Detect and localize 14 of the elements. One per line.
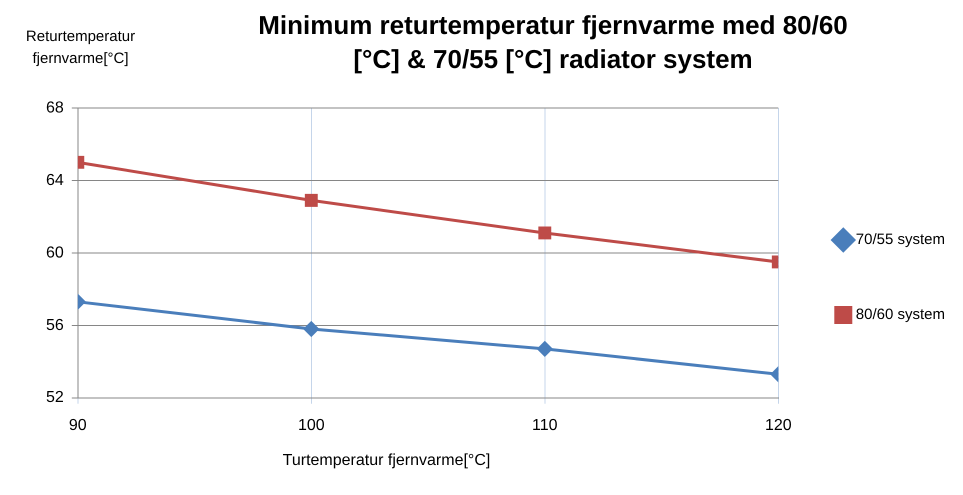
x-tick-label: 90 [68,416,87,434]
x-tick-label: 110 [532,416,558,434]
legend-label: 80/60 system [856,306,946,324]
legend-label: 70/55 system [856,231,946,248]
y-tick-label: 52 [46,389,64,406]
y-tick-label: 64 [46,172,64,189]
y-tick-label: 60 [46,244,64,262]
y-tick-label: 56 [46,316,64,334]
x-tick-label: 120 [764,416,792,434]
chart-title: Minimum returtemperatur fjernvarme med 80/60 [°C] & 70/55 [°C] radiator system [258,9,848,76]
y-tick-label: 68 [46,99,64,116]
x-axis-title: Turtemperatur fjernvarme[°C] [282,452,492,470]
x-tick-label: 100 [298,416,325,434]
y-axis-title: Returtemperatur fjernvarme[°C] [24,27,136,69]
